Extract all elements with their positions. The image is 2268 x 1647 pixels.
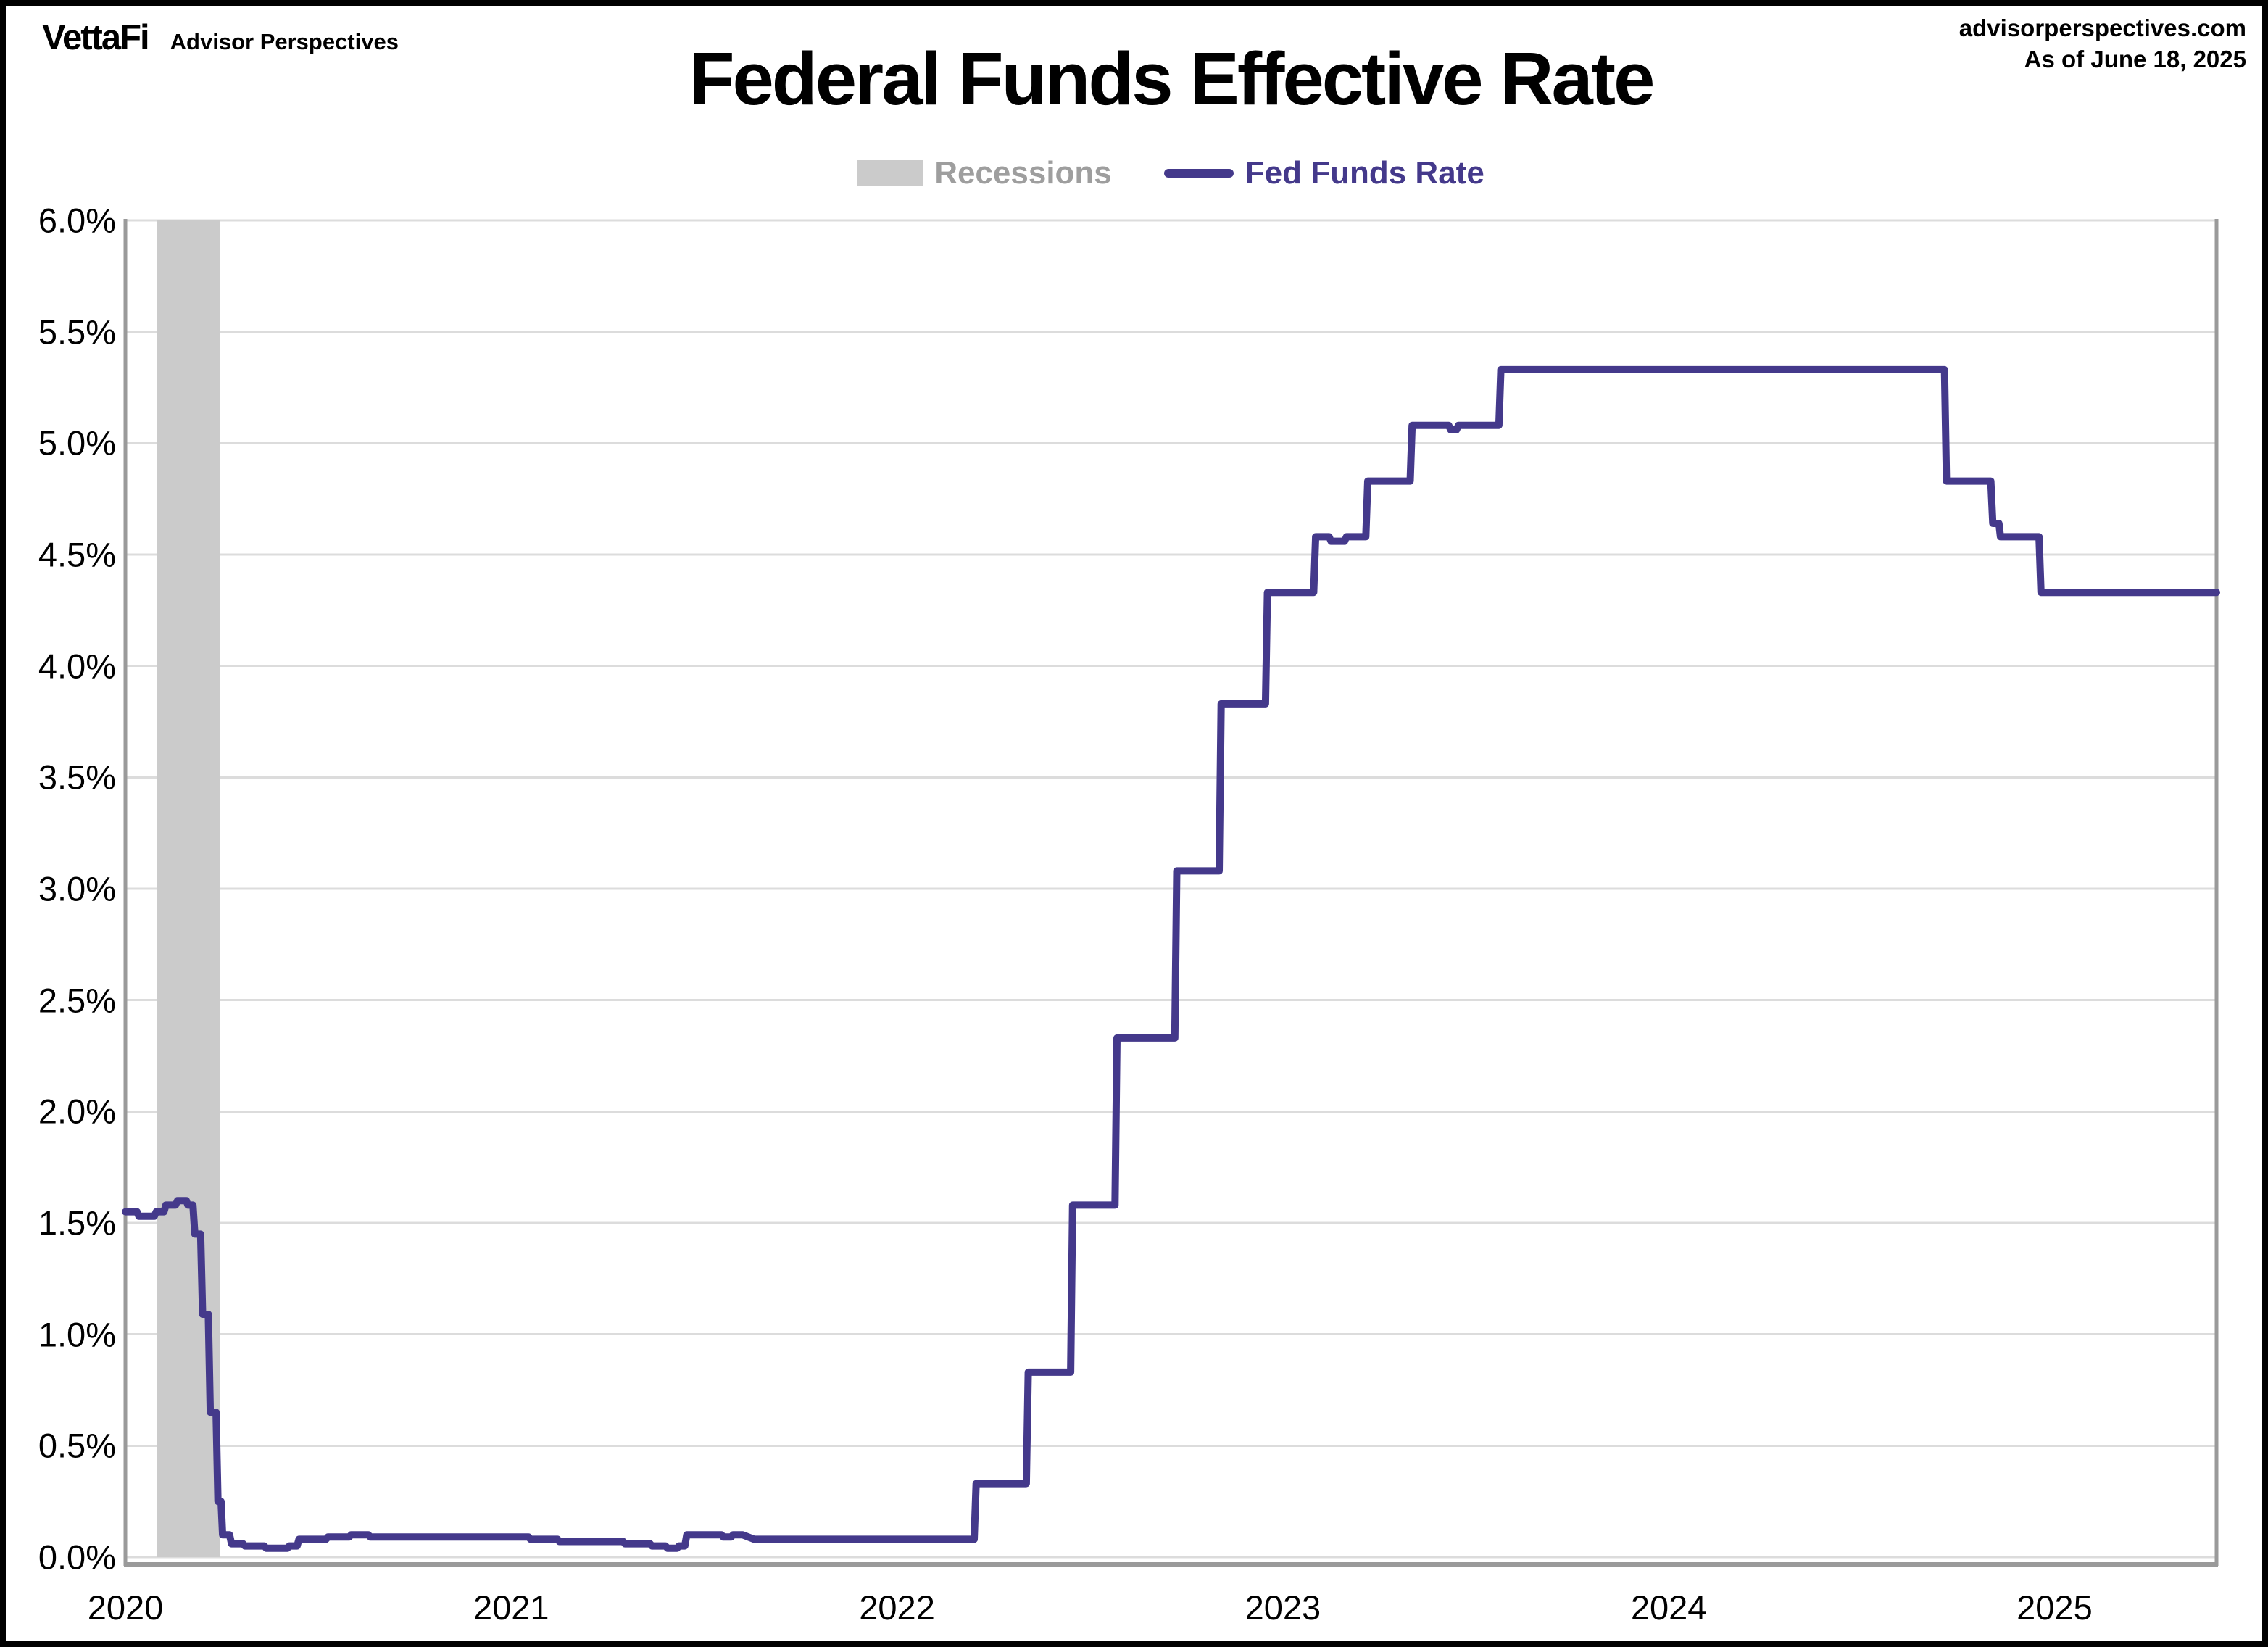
legend-item-recessions: Recessions (857, 155, 1112, 191)
source-and-date: advisorperspectives.com As of June 18, 2… (1959, 13, 2246, 75)
legend-recessions-label: Recessions (934, 155, 1112, 191)
legend-item-fed-funds: Fed Funds Rate (1163, 155, 1484, 191)
fed-funds-chart (122, 219, 2220, 1567)
fed-funds-line-swatch (1163, 169, 1234, 178)
vettafi-logo: VettaFi Advisor Perspectives (42, 17, 399, 58)
brand-name: VettaFi (42, 18, 150, 57)
chart-title: Federal Funds Effective Rate (689, 37, 1656, 120)
brand-subtitle: Advisor Perspectives (170, 29, 399, 54)
recession-swatch (857, 160, 923, 186)
chart-legend: Recessions Fed Funds Rate (125, 155, 2217, 191)
as-of-date: As of June 18, 2025 (2024, 45, 2246, 72)
source-url: advisorperspectives.com (1958, 14, 2246, 41)
legend-fed-funds-label: Fed Funds Rate (1245, 155, 1484, 191)
fed-funds-line (122, 365, 2220, 1552)
